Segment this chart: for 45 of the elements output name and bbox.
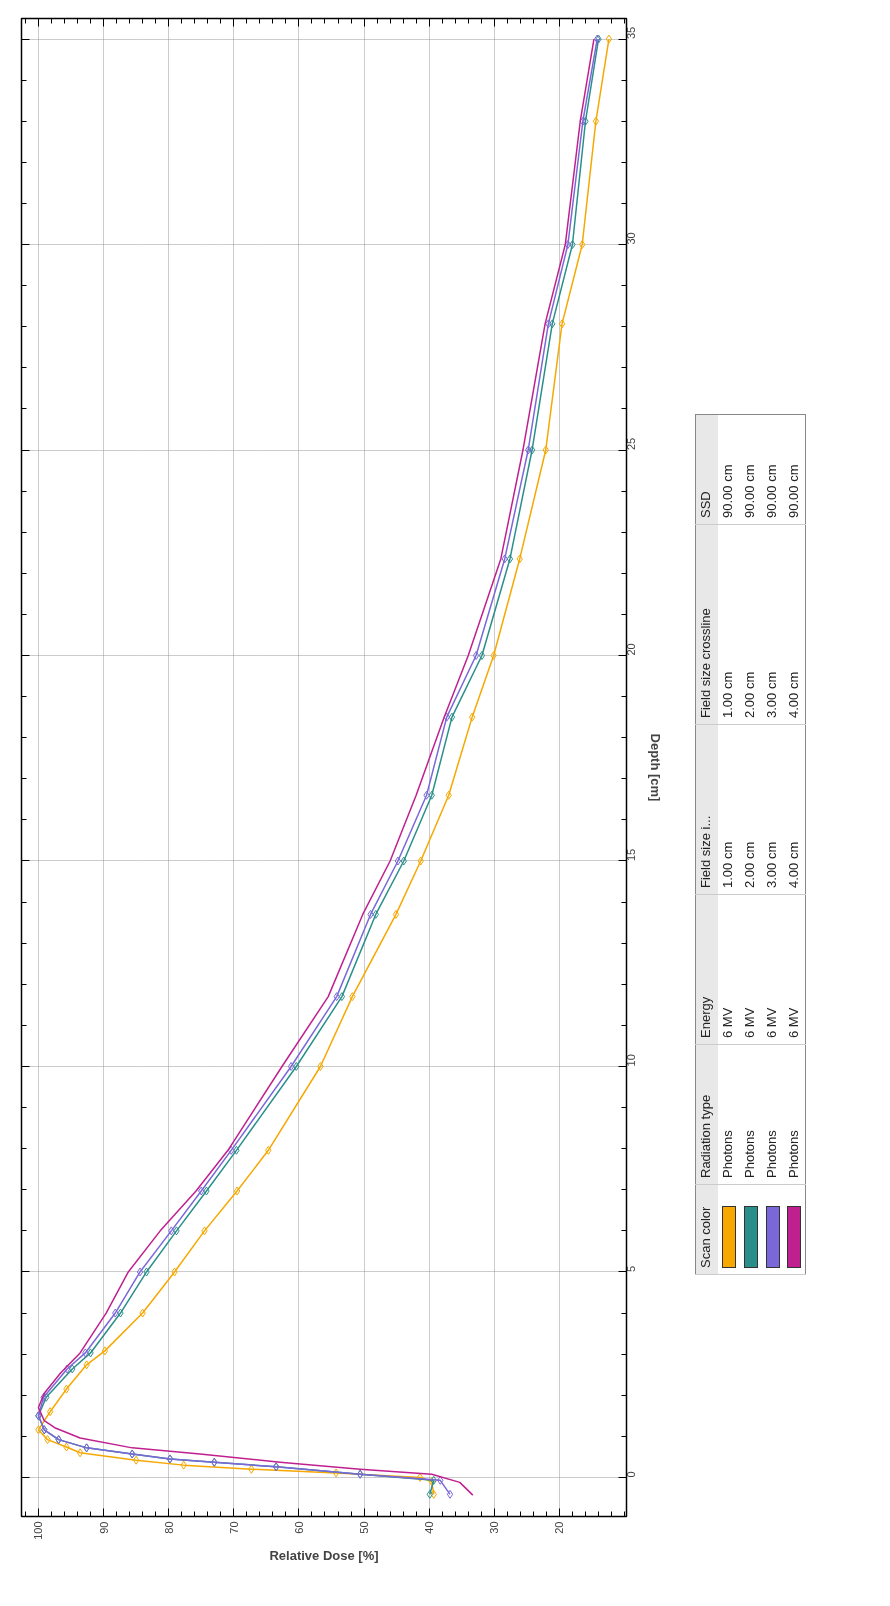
x-axis-title: Relative Dose [%] bbox=[269, 1547, 379, 1563]
x-tick-label: 50 bbox=[358, 1521, 371, 1534]
text: 2.00 cm bbox=[739, 724, 762, 895]
y-tick-label: 0 bbox=[625, 1471, 638, 1478]
x-tick-label: 60 bbox=[292, 1521, 305, 1534]
text: 90.00 cm bbox=[717, 414, 740, 525]
text: 2.00 cm bbox=[739, 524, 762, 725]
y-tick-label: 25 bbox=[625, 437, 638, 451]
y-tick-label: 20 bbox=[625, 643, 638, 656]
x-tick-label: 90 bbox=[97, 1521, 110, 1534]
text: Field size i... bbox=[695, 724, 718, 895]
x-tick-label: 100 bbox=[32, 1521, 45, 1540]
x-tick-label: 40 bbox=[423, 1521, 436, 1534]
y-tick-label: 15 bbox=[625, 848, 638, 861]
text: 4.00 cm bbox=[783, 724, 806, 895]
text: 90.00 cm bbox=[761, 414, 784, 525]
y-tick-label: 35 bbox=[625, 26, 638, 40]
y-tick-label: 30 bbox=[625, 232, 638, 245]
x-tick-label: 80 bbox=[162, 1521, 175, 1534]
text: 4.00 cm bbox=[783, 524, 806, 725]
text: 6 MV bbox=[739, 894, 762, 1045]
text: 90.00 cm bbox=[783, 414, 806, 525]
x-tick-label: 30 bbox=[488, 1521, 501, 1534]
text: Scan color bbox=[695, 1184, 718, 1275]
text: 6 MV bbox=[761, 894, 784, 1045]
text: Photons bbox=[783, 1044, 806, 1185]
y-axis-title: Depth [cm] bbox=[647, 733, 663, 802]
text: 1.00 cm bbox=[717, 524, 740, 725]
text: Radiation type bbox=[695, 1044, 718, 1185]
text: Photons bbox=[739, 1044, 762, 1185]
text: Photons bbox=[717, 1044, 740, 1185]
text: 3.00 cm bbox=[761, 524, 784, 725]
text: 1.00 cm bbox=[717, 724, 740, 895]
text: 6 MV bbox=[717, 894, 740, 1045]
text: Photons bbox=[761, 1044, 784, 1185]
y-tick-label: 5 bbox=[625, 1265, 638, 1272]
text: 90.00 cm bbox=[739, 414, 762, 525]
x-tick-label: 70 bbox=[227, 1521, 240, 1534]
text: SSD bbox=[695, 414, 718, 525]
text: 3.00 cm bbox=[761, 724, 784, 895]
text: Energy bbox=[695, 894, 718, 1045]
y-tick-label: 10 bbox=[625, 1054, 638, 1067]
text: 6 MV bbox=[783, 894, 806, 1045]
text: Field size crossline bbox=[695, 524, 718, 725]
x-tick-label: 20 bbox=[553, 1521, 566, 1534]
